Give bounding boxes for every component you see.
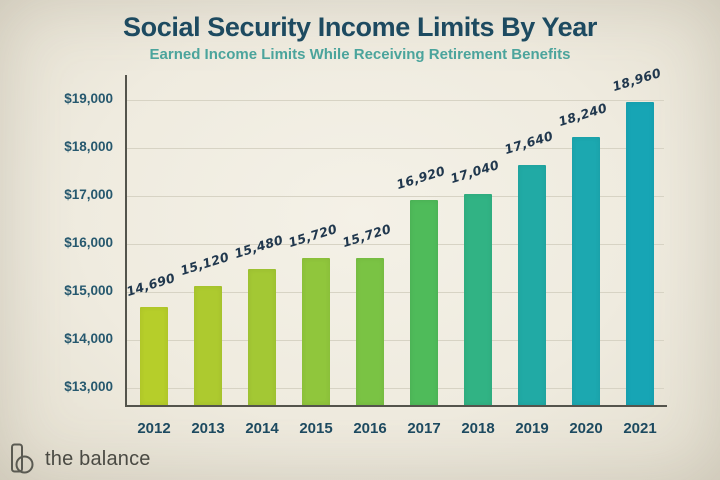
y-tick-label: $13,000 xyxy=(64,379,113,395)
bar-2015 xyxy=(302,257,330,405)
bar-2014 xyxy=(248,269,276,405)
bar-value-label: 17,640 xyxy=(502,128,555,158)
bar-value-label: 16,920 xyxy=(394,162,447,192)
bar-2020 xyxy=(572,136,600,405)
gridline-$18,000 xyxy=(127,148,664,149)
bar-column-2012: 14,690 2012 xyxy=(124,75,181,437)
bar-column-2013: 15,120 2013 xyxy=(178,75,235,437)
bar-column-2014: 15,480 2014 xyxy=(232,75,289,437)
gridline-$15,000 xyxy=(127,292,664,294)
bar-value-label: 15,720 xyxy=(340,220,393,250)
y-tick-label: $18,000 xyxy=(64,139,113,154)
x-tick-label-2021: 2021 xyxy=(623,420,657,437)
bar-column-2017: 16,920 2017 xyxy=(394,75,451,437)
gridline-$17,000 xyxy=(127,196,664,198)
y-tick-label: $16,000 xyxy=(64,235,113,251)
bar-columns: 14,690 2012 15,120 2013 15,480 2014 15,720 2015… xyxy=(124,65,667,437)
bar-2018 xyxy=(464,194,492,405)
y-tick-label: $17,000 xyxy=(64,187,113,203)
x-tick-label-2014: 2014 xyxy=(245,420,279,437)
bar-value-label: 15,120 xyxy=(178,249,231,279)
bar-column-2016: 15,720 2016 xyxy=(340,75,397,437)
x-tick-label-2013: 2013 xyxy=(191,420,225,437)
bar-2019 xyxy=(518,165,546,405)
bar-column-2020: 18,240 2020 xyxy=(556,75,613,437)
bar-value-label: 15,480 xyxy=(232,232,285,262)
y-tick-label: $14,000 xyxy=(64,331,113,347)
x-tick-label-2017: 2017 xyxy=(407,420,441,437)
bar-value-label: 17,040 xyxy=(448,157,501,187)
bar-2017 xyxy=(410,199,438,405)
x-tick-label-2015: 2015 xyxy=(299,420,333,437)
the-balance-logo: the balance xyxy=(10,442,151,476)
y-tick-label: $15,000 xyxy=(64,283,113,299)
the-balance-logo-icon xyxy=(10,443,38,475)
bar-value-label: 14,690 xyxy=(124,270,177,300)
gridline-$13,000 xyxy=(127,388,664,390)
x-tick-label-2016: 2016 xyxy=(353,420,387,437)
bar-column-2015: 15,720 2015 xyxy=(286,75,343,437)
x-tick-label-2019: 2019 xyxy=(515,420,549,437)
gridline-$19,000 xyxy=(127,99,664,101)
bar-chart-plot-area: 14,690 2012 15,120 2013 15,480 2014 15,720 2015… xyxy=(124,65,667,437)
bar-column-2018: 17,040 2018 xyxy=(448,75,505,437)
bar-column-2021: 18,960 2021 xyxy=(611,65,667,437)
bar-2016 xyxy=(356,257,384,405)
bar-value-label: 18,240 xyxy=(556,99,609,129)
bar-2021 xyxy=(626,101,654,405)
chart-subtitle: Earned Income Limits While Receiving Ret… xyxy=(149,46,571,63)
x-tick-label-2012: 2012 xyxy=(137,420,171,437)
x-tick-label-2018: 2018 xyxy=(461,420,495,437)
bar-value-label: 15,720 xyxy=(286,220,339,250)
gridline-$16,000 xyxy=(127,244,664,246)
y-tick-label: $19,000 xyxy=(64,90,113,106)
x-tick-label-2020: 2020 xyxy=(569,420,603,437)
bar-2012 xyxy=(140,307,168,405)
the-balance-logo-text: the balance xyxy=(45,447,151,470)
gridline-$14,000 xyxy=(127,340,664,342)
bar-value-label: 18,960 xyxy=(610,64,663,94)
bar-column-2019: 17,640 2019 xyxy=(502,75,559,437)
chart-title: Social Security Income Limits By Year xyxy=(123,12,597,42)
bar-2013 xyxy=(194,286,222,405)
